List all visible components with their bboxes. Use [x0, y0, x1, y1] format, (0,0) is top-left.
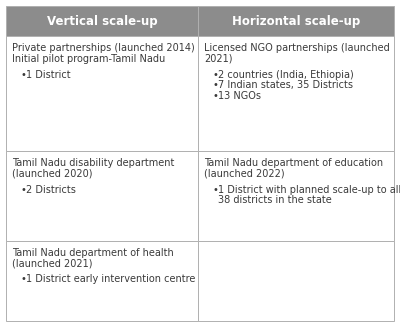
Text: Licensed NGO partnerships (launched: Licensed NGO partnerships (launched: [204, 43, 390, 53]
Text: •: •: [20, 185, 26, 194]
Text: Tamil Nadu department of education: Tamil Nadu department of education: [204, 158, 383, 168]
Text: •: •: [212, 185, 218, 194]
Text: 7 Indian states, 35 Districts: 7 Indian states, 35 Districts: [218, 80, 353, 90]
Text: •: •: [212, 90, 218, 100]
Text: 2 Districts: 2 Districts: [26, 185, 76, 194]
Text: Horizontal scale-up: Horizontal scale-up: [232, 14, 360, 27]
Text: Tamil Nadu disability department: Tamil Nadu disability department: [12, 158, 174, 168]
Text: 1 District: 1 District: [26, 70, 71, 80]
Text: 1 District early intervention centre: 1 District early intervention centre: [26, 274, 195, 285]
Text: (launched 2020): (launched 2020): [12, 168, 92, 178]
Text: Tamil Nadu department of health: Tamil Nadu department of health: [12, 248, 174, 258]
Text: 1 District with planned scale-up to all: 1 District with planned scale-up to all: [218, 185, 400, 194]
Bar: [6, 241, 198, 321]
Text: •: •: [212, 80, 218, 90]
Text: (launched 2021): (launched 2021): [12, 259, 92, 269]
Bar: [6, 6, 198, 36]
Text: •: •: [20, 274, 26, 285]
Bar: [198, 36, 394, 151]
Text: Vertical scale-up: Vertical scale-up: [47, 14, 157, 27]
Bar: [198, 6, 394, 36]
Bar: [6, 151, 198, 241]
Text: •: •: [20, 70, 26, 80]
Text: •: •: [212, 70, 218, 80]
Text: 13 NGOs: 13 NGOs: [218, 90, 261, 100]
Bar: [6, 36, 198, 151]
Text: 2021): 2021): [204, 53, 232, 63]
Text: (launched 2022): (launched 2022): [204, 168, 285, 178]
Text: 2 countries (India, Ethiopia): 2 countries (India, Ethiopia): [218, 70, 354, 80]
Text: Initial pilot program-Tamil Nadu: Initial pilot program-Tamil Nadu: [12, 53, 165, 63]
Bar: [198, 241, 394, 321]
Text: 38 districts in the state: 38 districts in the state: [218, 195, 332, 205]
Text: Private partnerships (launched 2014): Private partnerships (launched 2014): [12, 43, 195, 53]
Bar: [198, 151, 394, 241]
